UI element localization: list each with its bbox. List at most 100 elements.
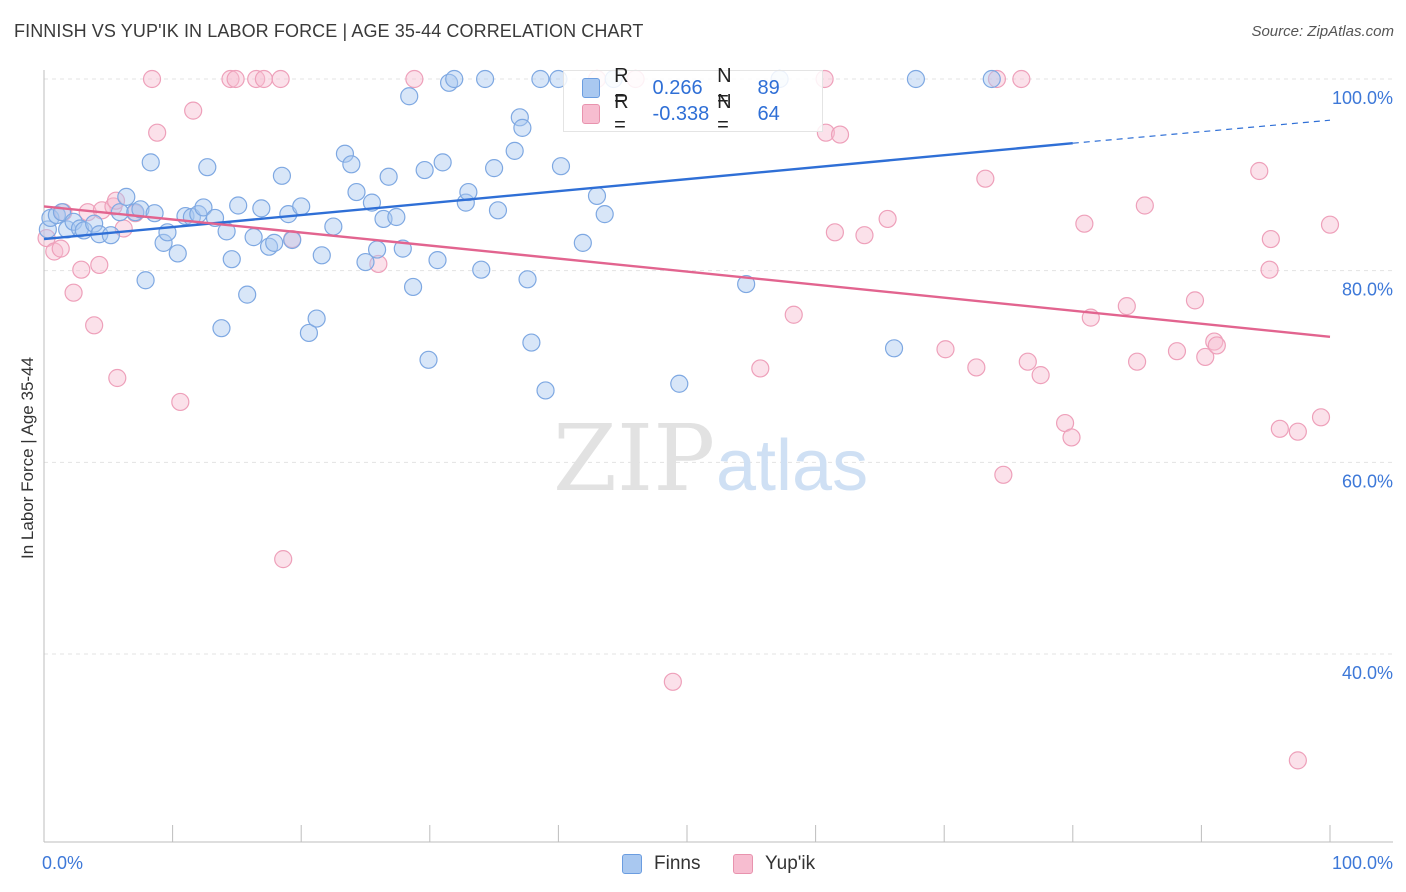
finns-point <box>536 381 555 400</box>
finns-point <box>265 233 284 252</box>
yupik-point <box>1250 161 1269 181</box>
finns-point <box>110 203 129 222</box>
legend-row-yupik: R = -0.338 N = 64 <box>582 91 822 136</box>
watermark-atlas: atlas <box>716 426 868 506</box>
finns-point <box>400 87 419 106</box>
yupik-point <box>254 69 274 89</box>
yupik-point <box>1288 422 1307 441</box>
finns-point <box>356 252 375 272</box>
finns-point <box>212 319 231 338</box>
yupik-point <box>221 69 240 89</box>
bottom-legend-yupik[interactable]: Yup'ik <box>733 852 815 876</box>
finns-point <box>198 158 217 177</box>
finns-point <box>194 198 213 217</box>
finns-point <box>403 277 423 297</box>
yupik-point <box>784 305 803 324</box>
yupik-point <box>1167 342 1187 361</box>
yupik-point <box>1261 229 1280 249</box>
finns-point <box>906 69 926 89</box>
finns-point <box>488 201 508 220</box>
y-tick-label: 100.0% <box>1332 88 1393 108</box>
yupik-point <box>85 316 104 335</box>
finns-point <box>367 240 387 259</box>
source-credit: Source: ZipAtlas.com <box>1251 23 1394 40</box>
legend-label-yupik: Yup'ik <box>765 853 816 874</box>
finns-point <box>141 153 160 172</box>
finns-point <box>510 108 529 127</box>
yupik-point <box>994 465 1013 484</box>
legend-r-label: R = <box>614 65 629 110</box>
legend-n-label: N = <box>717 65 732 110</box>
watermark-zip: ZIP <box>553 405 715 512</box>
y-tick-label: 40.0% <box>1342 663 1393 683</box>
trend-line-finns-extension <box>1072 119 1331 144</box>
finns-point <box>531 69 550 89</box>
yupik-point <box>226 69 245 89</box>
finns-point <box>85 214 104 233</box>
finns-point <box>428 251 447 270</box>
yupik-point <box>1185 291 1205 310</box>
trend-lines <box>43 119 1331 338</box>
yupik-point <box>1260 260 1279 279</box>
finns-point <box>505 141 524 160</box>
legend-swatch-yupik <box>733 854 753 874</box>
yupik-point <box>855 226 874 245</box>
finns-point <box>551 157 571 176</box>
finns-point <box>342 155 361 174</box>
yupik-point <box>51 239 70 258</box>
yupik-point <box>830 125 850 144</box>
finns-point <box>587 186 607 206</box>
finns-point <box>168 244 187 263</box>
finns-point <box>238 285 257 304</box>
legend-r-value: -0.338 <box>652 102 710 125</box>
yupik-point <box>1311 408 1331 427</box>
finns-point <box>154 233 173 252</box>
yupik-point <box>72 260 91 279</box>
yupik-point <box>274 550 293 569</box>
yupik-point <box>108 368 127 388</box>
finns-point <box>419 350 438 369</box>
yupik-point <box>1031 366 1050 385</box>
yupik-point <box>1288 751 1307 770</box>
finns-point <box>513 118 532 137</box>
yupik-point <box>1117 297 1136 316</box>
yupik-point <box>1320 215 1340 234</box>
yupik-point <box>1018 352 1037 371</box>
finns-point <box>101 226 120 245</box>
finns-point <box>982 69 1001 89</box>
yupik-point <box>148 123 167 142</box>
finns-point <box>324 217 343 236</box>
correlation-legend: R = 0.266 N = 89 R = -0.338 N = 64 <box>563 65 823 136</box>
x-tick-label: 100.0% <box>1332 853 1393 873</box>
finns-point <box>379 167 398 186</box>
legend-swatch-finns <box>622 854 642 874</box>
finns-point <box>472 260 491 279</box>
finns-point <box>222 250 241 269</box>
chart-title: FINNISH VS YUP'IK IN LABOR FORCE | AGE 3… <box>14 21 644 41</box>
legend-label-finns: Finns <box>654 853 701 874</box>
bottom-legend-finns[interactable]: Finns <box>622 852 700 876</box>
x-tick-label: 0.0% <box>42 853 83 873</box>
gridlines <box>44 78 1394 655</box>
yupik-point <box>1012 69 1031 89</box>
finns-point <box>573 233 592 252</box>
yupik-point <box>878 209 897 229</box>
yupik-point <box>825 223 844 242</box>
yupik-point <box>1270 419 1289 438</box>
finns-point <box>670 374 689 393</box>
yupik-point <box>1135 196 1154 215</box>
finns-point <box>292 197 311 216</box>
legend-n-value: 64 <box>757 102 780 125</box>
y-tick-label: 80.0% <box>1342 280 1393 300</box>
finns-point <box>433 153 452 172</box>
finns-point <box>117 187 136 206</box>
finns-point <box>347 182 366 202</box>
finns-point <box>252 199 271 218</box>
yupik-point <box>106 191 126 210</box>
legend-swatch-yupik <box>582 104 601 124</box>
yupik-point <box>976 169 995 188</box>
yupik-point <box>967 358 986 377</box>
finns-point <box>136 271 155 290</box>
finns-point <box>518 270 537 289</box>
